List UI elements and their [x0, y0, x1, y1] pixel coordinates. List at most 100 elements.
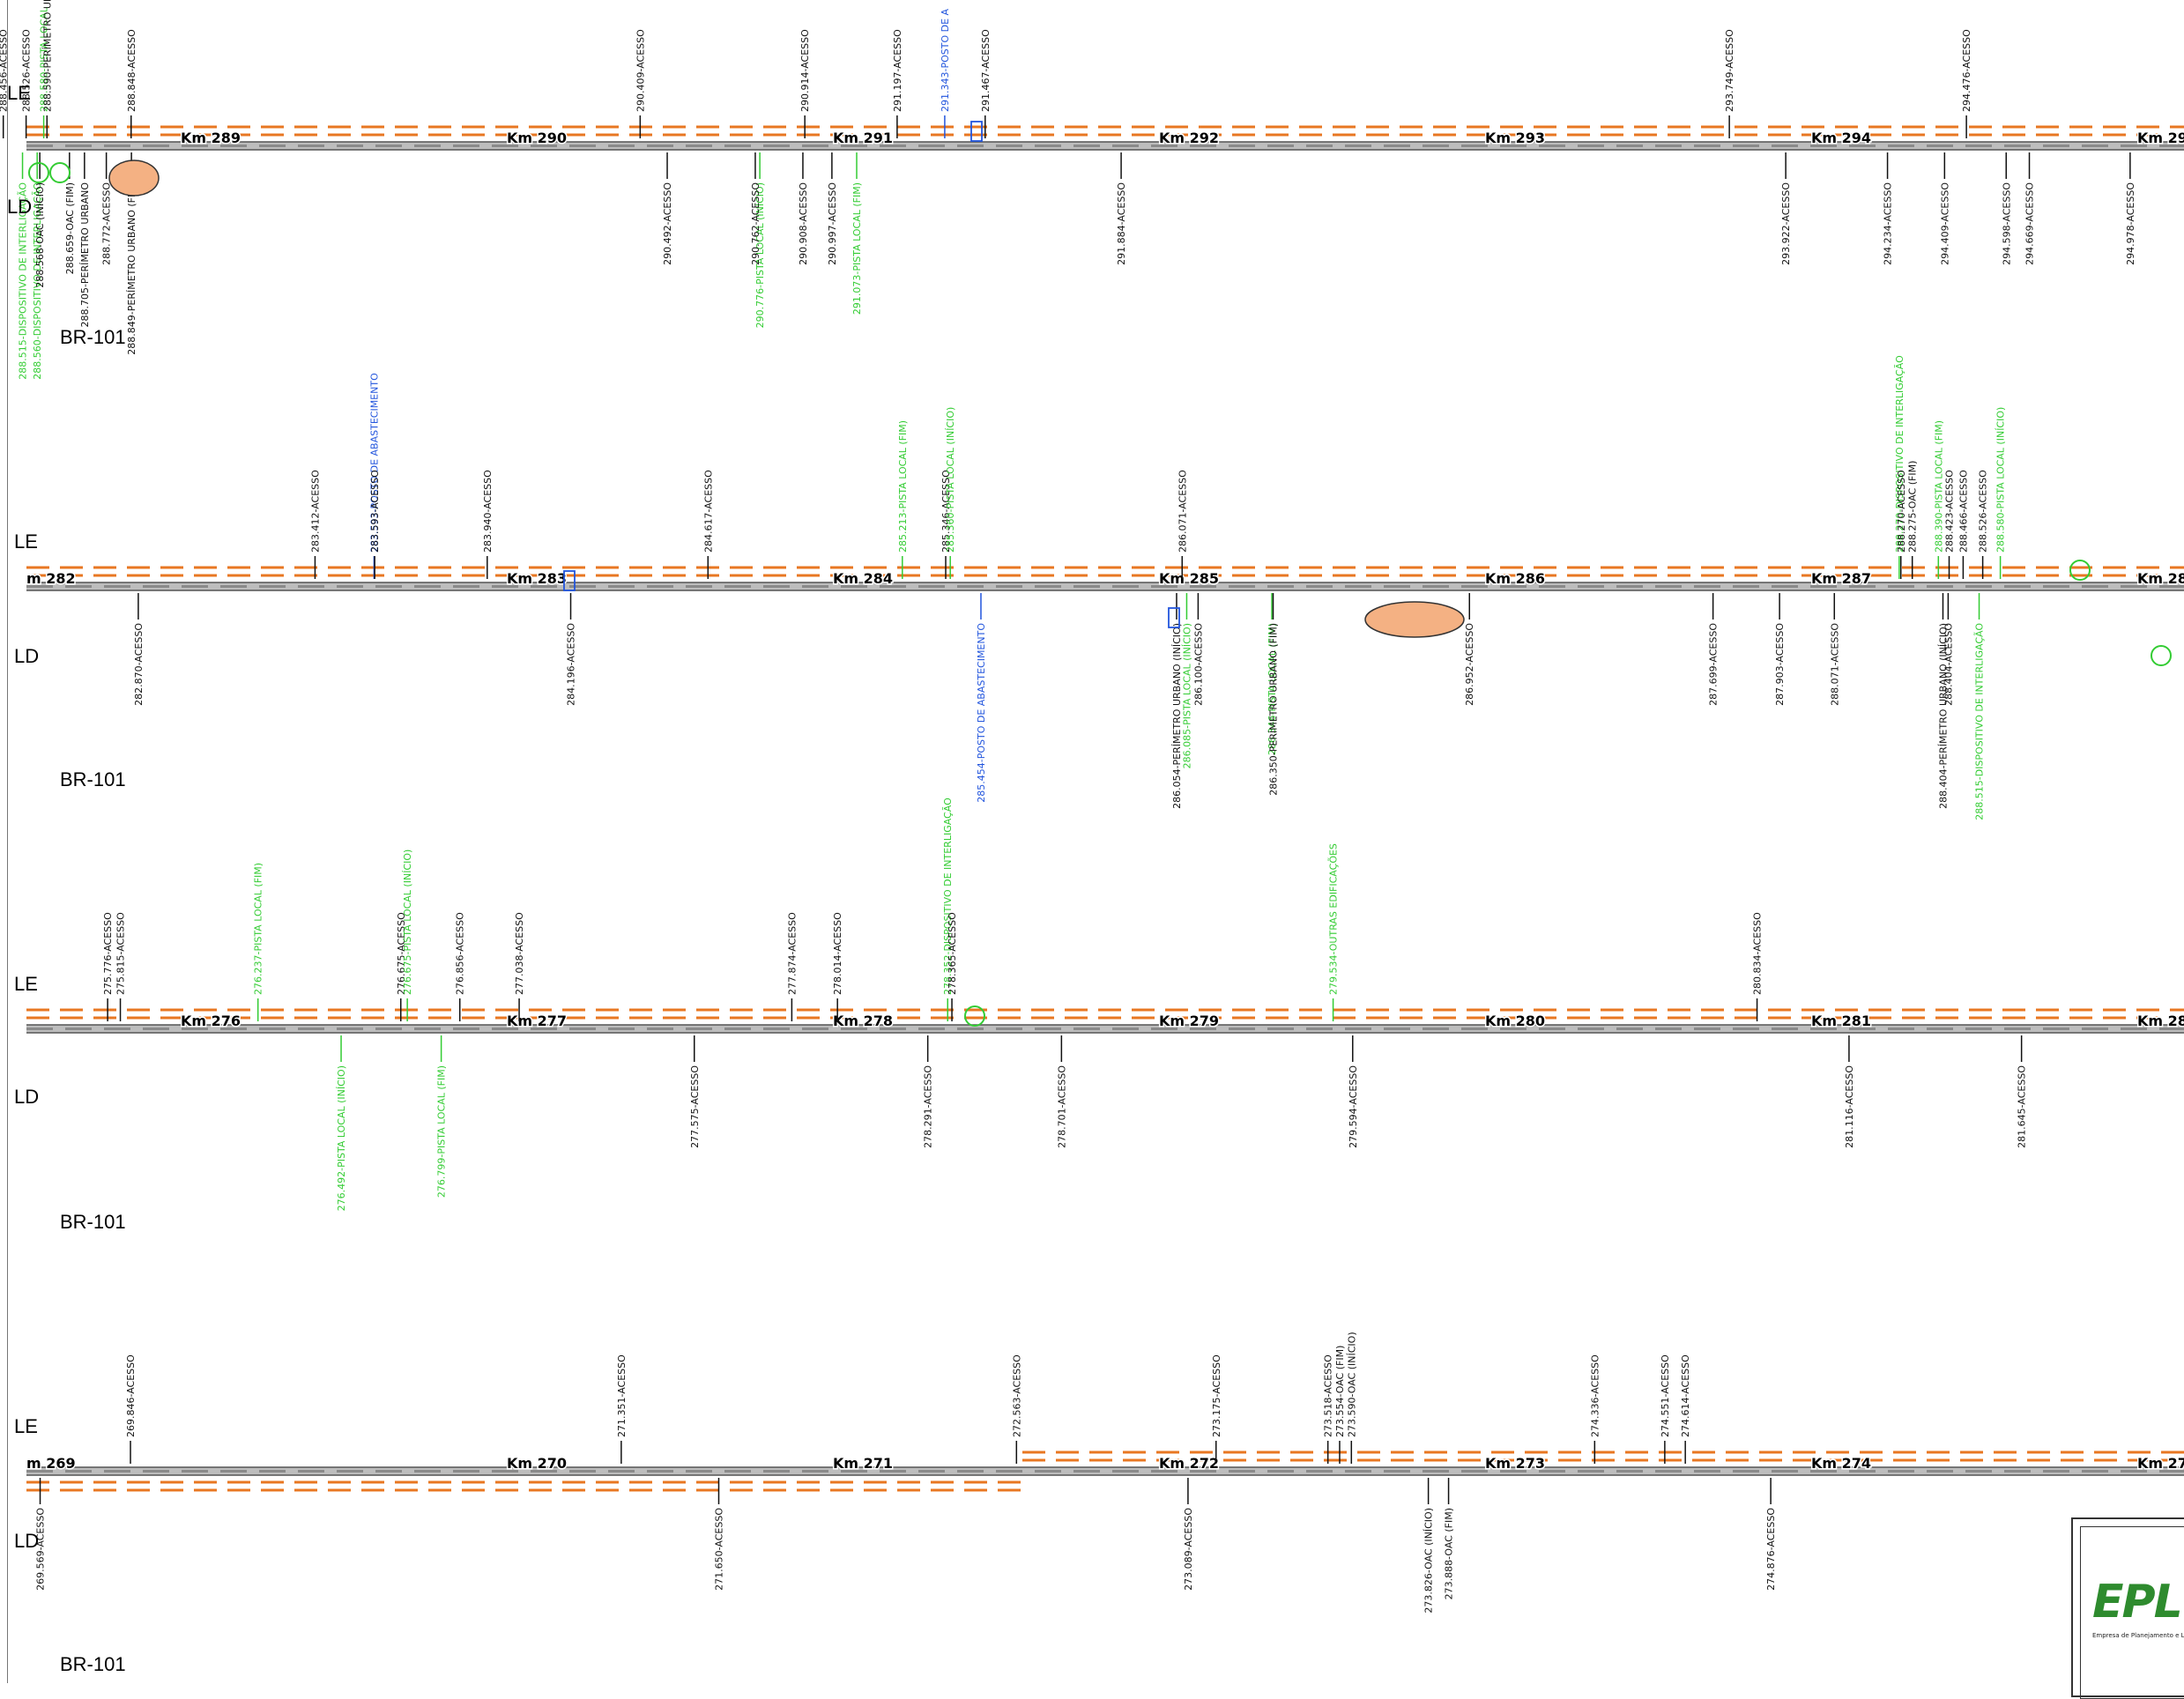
strip3-km-marker: Km 278 — [833, 1013, 893, 1029]
strip2-ld-point-label: 286.100-ACESSO — [1192, 623, 1204, 706]
page-border-line — [7, 0, 8, 1683]
strip3-le-point-label: 276.237-PISTA LOCAL (FIM) — [253, 863, 264, 995]
strip3-ld-point-label: 279.594-ACESSO — [1348, 1065, 1359, 1148]
strip4-km-marker: m 269 — [26, 1455, 76, 1472]
strip1-km-marker: Km 291 — [833, 130, 893, 146]
strip1-km-marker: Km 29 — [2137, 130, 2184, 146]
strip4-km-marker: Km 270 — [507, 1455, 567, 1472]
strip3-ld-point-label: 278.701-ACESSO — [1056, 1065, 1067, 1148]
strip1-ld-point-label: 288.515-DISPOSITIVO DE INTERLIGAÇÃO — [18, 182, 29, 380]
strip3-km-marker: Km 276 — [181, 1013, 241, 1029]
fuel-station-icon — [1168, 607, 1180, 628]
strip2-ld-point-label: 286.054-PERÍMETRO URBANO (INÍCIO) — [1171, 623, 1183, 809]
strip2-le-point-label: 285.346-ACESSO — [940, 470, 952, 553]
strip4-km-marker: Km 272 — [1159, 1455, 1219, 1472]
strip3-ld-label: LD — [14, 1086, 40, 1108]
strip1-ld-point-label: 294.978-ACESSO — [2125, 182, 2136, 265]
strip3-ld-point-label: 278.291-ACESSO — [923, 1065, 934, 1148]
strip1-ld-point-label: 294.234-ACESSO — [1883, 182, 1894, 265]
strip2-ld-point-label: 285.454-POSTO DE ABASTECIMENTO — [976, 623, 987, 803]
epl-logo: EPL — [2092, 1576, 2183, 1629]
strip2-km-marker: Km 285 — [1159, 570, 1219, 587]
strip4-ld-point-label: 273.089-ACESSO — [1183, 1508, 1194, 1591]
strip4-ld-point-label: 273.826-OAC (INÍCIO) — [1423, 1508, 1435, 1614]
strip4-ld-label: LD — [14, 1530, 40, 1552]
strip1-ld-point-label: 288.560-DISPOSITIVO DE INTERLIGAÇÃO — [32, 182, 43, 380]
strip1-km-marker: Km 289 — [181, 130, 241, 146]
interchange-circle-icon — [964, 1005, 985, 1027]
epl-logo-subtitle: Empresa de Planejamento e Logística — [2092, 1632, 2184, 1639]
strip2-le-point-label: 285.213-PISTA LOCAL (FIM) — [897, 420, 909, 553]
strip2-le-point-label: 288.275-OAC (FIM) — [1907, 461, 1919, 553]
strip4-le-point-label: 271.351-ACESSO — [616, 1354, 628, 1437]
strip2-le-point-label: 283.412-ACESSO — [309, 470, 321, 553]
strip1-ld-label: LD — [7, 196, 33, 218]
interchange-circle-icon — [49, 162, 71, 183]
strip3-le-point-label: 279.534-OUTRAS EDIFICAÇÕES — [1328, 843, 1340, 995]
interchange-circle-icon — [2151, 645, 2172, 666]
strip4-ld-point-label: 274.876-ACESSO — [1765, 1508, 1777, 1591]
strip2-le-point-label: 286.071-ACESSO — [1177, 470, 1188, 553]
strip2-carriageway — [26, 582, 2184, 590]
strip2-le-point-label: 288.466-ACESSO — [1957, 470, 1969, 553]
strip1-le-point-label: 288.580-PISTA LOCAL — [39, 6, 50, 112]
strip1-le-point-label: 290.409-ACESSO — [635, 29, 646, 112]
strip1-le-point-label: 294.476-ACESSO — [1961, 29, 1972, 112]
fuel-station-icon — [970, 121, 983, 142]
strip1-carriageway — [26, 142, 2184, 150]
strip2-ld-point-label: 287.903-ACESSO — [1774, 623, 1786, 706]
strip4-carriageway — [26, 1467, 2184, 1475]
strip4-le-point-label: 274.336-ACESSO — [1589, 1354, 1601, 1437]
strip1-ld-point-label: 294.409-ACESSO — [1939, 182, 1950, 265]
strip4-le-point-label: 273.518-ACESSO — [1323, 1354, 1334, 1437]
strip1-km-marker: Km 294 — [1811, 130, 1871, 146]
strip4-ld-point-label: 269.569-ACESSO — [35, 1508, 47, 1591]
strip4-le-point-label: 269.846-ACESSO — [125, 1354, 137, 1437]
strip2-ld-point-label: 287.699-ACESSO — [1708, 623, 1720, 706]
strip1-le-point-label: 290.914-ACESSO — [799, 29, 811, 112]
strip3-ld-point-label: 276.492-PISTA LOCAL (INÍCIO) — [336, 1065, 347, 1211]
strip3-carriageway — [26, 1025, 2184, 1033]
strip2-ld-label: LD — [14, 645, 40, 667]
strip2-le-label: LE — [14, 530, 38, 553]
strip2-km-marker: Km 287 — [1811, 570, 1871, 587]
strip3-le-point-label: 278.014-ACESSO — [832, 912, 843, 995]
strip3-km-marker: Km 28 — [2137, 1013, 2184, 1029]
strip2-le-point-label: 288.390-PISTA LOCAL (FIM) — [1933, 420, 1944, 553]
strip1-le-point-label: 291.343-POSTO DE A — [940, 8, 951, 112]
strip3-km-marker: Km 277 — [507, 1013, 567, 1029]
epl-title-block: EPL Empresa de Planejamento e Logística — [2071, 1517, 2184, 1699]
strip3-ld-point-label: 281.645-ACESSO — [2017, 1065, 2028, 1148]
strip2-ld-point-label: 288.404-PERÍMETRO URBANO (INÍCIO) — [1937, 623, 1949, 809]
interchange-circle-icon — [2069, 560, 2091, 581]
strip1-ld-point-label: 290.997-ACESSO — [827, 182, 838, 265]
strip1-le-point-label: 293.749-ACESSO — [1724, 29, 1735, 112]
strip2-le-point-label: 284.617-ACESSO — [702, 470, 714, 553]
strip2-le-point-label: 288.526-ACESSO — [1978, 470, 1989, 553]
strip4-le-point-label: 273.175-ACESSO — [1211, 1354, 1222, 1437]
strip1-le-point-label: 288.590-PERÍMETRO URBANO — [41, 0, 53, 112]
strip4-le-point-label: 274.551-ACESSO — [1660, 1354, 1671, 1437]
strip4-km-marker: Km 271 — [833, 1455, 893, 1472]
strip1-road-name: BR-101 — [60, 326, 126, 348]
strip1-ld-point-label: 288.659-OAC (FIM) — [64, 182, 76, 274]
strip3-le-point-label: 277.874-ACESSO — [786, 912, 798, 995]
strip1-ld-point-label: 290.762-ACESSO — [750, 182, 761, 265]
strip2-ld-point-label: 286.952-ACESSO — [1464, 623, 1475, 706]
strip3-le-label: LE — [14, 973, 38, 995]
strip4-ld-point-label: 271.650-ACESSO — [714, 1508, 725, 1591]
strip1-le-label: LE — [7, 82, 31, 104]
strip1-km-marker: Km 290 — [507, 130, 567, 146]
strip3-le-point-label: 275.815-ACESSO — [115, 912, 127, 995]
strip1-ld-point-label: 290.492-ACESSO — [662, 182, 673, 265]
strip3-km-marker: Km 279 — [1159, 1013, 1219, 1029]
strip2-ld-point-label: 288.404-ACESSO — [1943, 623, 1954, 706]
strip1-ld-point-label: 290.776-PISTA LOCAL (INÍCIO) — [754, 182, 766, 328]
strip3-le-point-label: 276.675-PISTA LOCAL (INÍCIO) — [402, 850, 413, 995]
strip2-km-marker: m 282 — [26, 570, 76, 587]
strip1-ld-point-label: 288.568-OAC (INÍCIO) — [34, 182, 46, 288]
strip2-le-point-label: 288.270-ACESSO — [1896, 470, 1907, 553]
strip4-le-point-label: 272.563-ACESSO — [1011, 1354, 1022, 1437]
strip2-ld-point-label: 286.350-PERÍMETRO URBANO (FIM) — [1268, 623, 1280, 796]
